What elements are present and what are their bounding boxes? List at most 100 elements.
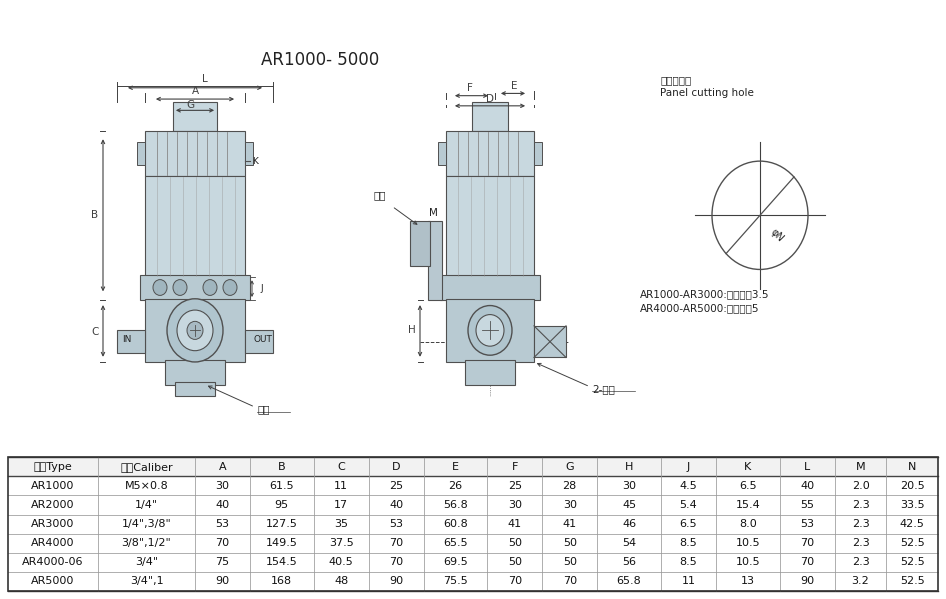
Text: 托架: 托架 xyxy=(374,190,386,200)
Text: 6.5: 6.5 xyxy=(679,519,697,529)
Text: 40: 40 xyxy=(389,500,403,510)
Text: 33.5: 33.5 xyxy=(900,500,924,510)
Text: 95: 95 xyxy=(274,500,289,510)
Text: 168: 168 xyxy=(272,576,292,586)
Text: 2.3: 2.3 xyxy=(851,500,869,510)
Bar xyxy=(428,221,442,300)
Text: A: A xyxy=(219,462,226,472)
Text: 30: 30 xyxy=(563,500,577,510)
Text: 61.5: 61.5 xyxy=(270,481,294,491)
Text: G: G xyxy=(566,462,574,472)
Text: 90: 90 xyxy=(216,576,230,586)
Text: E: E xyxy=(452,462,459,472)
Text: N: N xyxy=(908,462,917,472)
Text: C: C xyxy=(92,326,98,337)
Bar xyxy=(145,176,245,277)
Text: AR5000: AR5000 xyxy=(31,576,75,586)
Bar xyxy=(145,131,245,176)
Text: L: L xyxy=(202,74,208,84)
Text: 52.5: 52.5 xyxy=(900,557,924,567)
Circle shape xyxy=(476,314,504,346)
Text: AR1000-AR3000:最大厚度3.5: AR1000-AR3000:最大厚度3.5 xyxy=(640,289,769,300)
Text: 65.5: 65.5 xyxy=(443,538,467,548)
Bar xyxy=(140,275,250,300)
Text: 40: 40 xyxy=(216,500,230,510)
Text: 90: 90 xyxy=(800,576,815,586)
Text: 154.5: 154.5 xyxy=(266,557,298,567)
Text: φN: φN xyxy=(768,227,785,244)
Circle shape xyxy=(223,280,237,295)
Text: L: L xyxy=(804,462,811,472)
Text: 10.5: 10.5 xyxy=(735,557,761,567)
Text: 10.5: 10.5 xyxy=(735,538,761,548)
Bar xyxy=(446,299,534,362)
Text: 面板切削孔: 面板切削孔 xyxy=(660,75,692,85)
Text: 45: 45 xyxy=(622,500,636,510)
Text: 53: 53 xyxy=(800,519,815,529)
Text: 2.0: 2.0 xyxy=(851,481,869,491)
Text: 25: 25 xyxy=(389,481,403,491)
Bar xyxy=(137,142,145,165)
Text: 30: 30 xyxy=(508,500,522,510)
Text: 50: 50 xyxy=(508,538,522,548)
Circle shape xyxy=(187,321,203,340)
Bar xyxy=(534,326,566,358)
Text: 127.5: 127.5 xyxy=(266,519,298,529)
Bar xyxy=(175,382,215,396)
Text: A: A xyxy=(191,86,199,96)
Text: 2.3: 2.3 xyxy=(851,519,869,529)
Bar xyxy=(245,142,253,165)
Text: 3/8",1/2": 3/8",1/2" xyxy=(122,538,171,548)
Text: 50: 50 xyxy=(563,557,577,567)
Text: D: D xyxy=(486,94,494,104)
Text: 56.8: 56.8 xyxy=(443,500,467,510)
Text: 外形尺寸/Dimensions: 外形尺寸/Dimensions xyxy=(11,11,154,29)
Circle shape xyxy=(173,280,187,295)
Text: 41: 41 xyxy=(508,519,522,529)
Text: 表口: 表口 xyxy=(257,404,270,415)
Text: H: H xyxy=(625,462,633,472)
Text: AR3000: AR3000 xyxy=(31,519,75,529)
Bar xyxy=(145,299,245,362)
Text: 149.5: 149.5 xyxy=(266,538,298,548)
Text: 48: 48 xyxy=(334,576,348,586)
Text: 2.3: 2.3 xyxy=(851,557,869,567)
Text: 50: 50 xyxy=(508,557,522,567)
Text: 42.5: 42.5 xyxy=(900,519,924,529)
Text: 65.8: 65.8 xyxy=(617,576,641,586)
Text: 口径Caliber: 口径Caliber xyxy=(120,462,173,472)
Bar xyxy=(165,360,225,385)
Text: 30: 30 xyxy=(622,481,636,491)
Bar xyxy=(410,221,430,266)
Text: 28: 28 xyxy=(563,481,577,491)
Bar xyxy=(534,142,542,165)
Text: 2-口径: 2-口径 xyxy=(592,384,615,394)
Circle shape xyxy=(167,299,223,362)
Text: 90: 90 xyxy=(389,576,403,586)
Text: K: K xyxy=(252,156,258,165)
Text: 1/4": 1/4" xyxy=(135,500,158,510)
Text: 6.5: 6.5 xyxy=(739,481,757,491)
Text: 25: 25 xyxy=(508,481,522,491)
Text: B: B xyxy=(278,462,286,472)
Text: 53: 53 xyxy=(216,519,229,529)
Circle shape xyxy=(468,305,512,355)
Text: 8.5: 8.5 xyxy=(679,538,697,548)
Text: K: K xyxy=(745,462,751,472)
Bar xyxy=(440,275,540,300)
Text: 5.4: 5.4 xyxy=(679,500,697,510)
Circle shape xyxy=(153,280,167,295)
Text: 60.8: 60.8 xyxy=(443,519,467,529)
Text: AR4000-06: AR4000-06 xyxy=(23,557,84,567)
Text: AR2000: AR2000 xyxy=(31,500,75,510)
Text: 69.5: 69.5 xyxy=(443,557,467,567)
Text: 4.5: 4.5 xyxy=(679,481,697,491)
Text: 53: 53 xyxy=(389,519,403,529)
Text: D: D xyxy=(392,462,400,472)
Text: 52.5: 52.5 xyxy=(900,538,924,548)
Text: 40.5: 40.5 xyxy=(328,557,354,567)
Text: 70: 70 xyxy=(389,557,403,567)
Text: 75.5: 75.5 xyxy=(443,576,467,586)
Text: AR1000: AR1000 xyxy=(31,481,75,491)
Text: M: M xyxy=(429,208,437,218)
